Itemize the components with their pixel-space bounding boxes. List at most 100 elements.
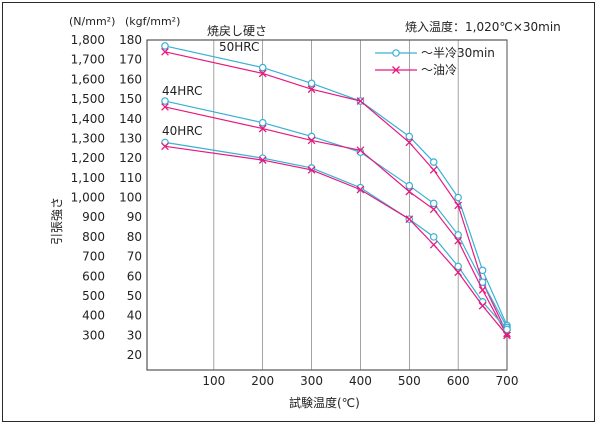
y-axis-label-left: 引張強さ: [50, 197, 64, 245]
y-tick-label-n: 600: [82, 269, 105, 283]
y-tick-label-n: 300: [82, 328, 105, 342]
x-tick-labels: 100 200 300 400 500 600 700: [202, 374, 518, 388]
chart-frame: 100 200 300 400 500 600 700 20 30 40 50 60 70 80 90 10…: [2, 2, 595, 422]
y-tick-label-kgf: 170: [119, 53, 142, 67]
data-point-cross: [258, 156, 267, 164]
y-tick-label-n: 1,400: [71, 112, 105, 126]
x-tick-label: 600: [447, 374, 470, 388]
y-tick-label-kgf: 100: [119, 191, 142, 205]
y-tick-label-n: 1,500: [71, 92, 105, 106]
y-tick-label-kgf: 150: [119, 92, 142, 106]
data-point-cross: [258, 69, 267, 78]
data-point-cross: [478, 301, 487, 310]
data-point-circle: [454, 193, 462, 202]
x-tick-label: 400: [349, 374, 372, 388]
y-tick-label-n: 1,300: [71, 131, 105, 145]
y-tick-label-kgf: 30: [127, 328, 142, 342]
legend-label-half-cooling: ～半冷30min: [421, 46, 495, 60]
y-tick-label-kgf: 130: [119, 131, 142, 145]
y-tick-labels-kgf: 20 30 40 50 60 70 80 90 100 110 120 130 140 150 160 170…: [119, 33, 142, 362]
data-point-cross: [503, 331, 511, 340]
y-tick-labels-n: 1,800 1,700 1,600 1,500 1,400 1,300 1,200 1,100…: [71, 33, 105, 342]
data-point-circle: [478, 266, 487, 275]
y-tick-label-kgf: 90: [127, 210, 142, 224]
hardness-label-50hrc: 50HRC: [219, 40, 259, 54]
y-tick-label-n: 1,000: [71, 191, 105, 205]
data-point-cross: [258, 124, 267, 133]
x-tick-label: 100: [202, 374, 225, 388]
y-tick-label-kgf: 110: [119, 171, 142, 185]
data-point-cross: [161, 103, 169, 111]
y-tick-label-n: 800: [82, 230, 105, 244]
y-tick-label-n: 900: [82, 210, 105, 224]
x-axis-label: 試験温度(℃): [289, 395, 360, 410]
data-point-cross: [356, 185, 365, 194]
y-tick-label-kgf: 40: [127, 309, 142, 323]
legend-cross-marker: [392, 66, 400, 74]
y-tick-label-n: 1,700: [71, 53, 105, 67]
data-point-cross: [405, 215, 414, 224]
y-tick-label-kgf: 120: [119, 151, 142, 165]
y-tick-label-n: 1,600: [71, 72, 105, 86]
data-point-circle: [258, 118, 267, 127]
y-tick-label-kgf: 140: [119, 112, 142, 126]
data-point-cross: [454, 268, 463, 277]
unit-label-left: (N/mm²): [69, 15, 115, 28]
data-point-circle: [478, 278, 487, 286]
condition-label: 焼入温度：1,020℃×30min: [405, 19, 561, 34]
unit-label-right: (kgf/mm²): [125, 15, 180, 28]
x-tick-label: 200: [251, 374, 274, 388]
series-layer: [161, 42, 511, 340]
x-tick-label: 300: [300, 374, 323, 388]
y-tick-label-kgf: 60: [127, 269, 142, 283]
legend-label-oil-cooling: ～油冷: [421, 63, 457, 77]
legend: ～半冷30min ～油冷: [375, 46, 495, 77]
legend-circle-marker: [392, 49, 400, 57]
data-point-circle: [454, 262, 462, 271]
data-point-circle: [454, 231, 462, 239]
data-point-cross: [405, 138, 414, 147]
data-point-circle: [405, 132, 414, 141]
panel-title: 焼戻し硬さ: [207, 24, 267, 38]
y-tick-label-kgf: 20: [127, 348, 142, 362]
plot-area: [146, 39, 508, 371]
data-point-circle: [429, 199, 438, 208]
data-point-cross: [405, 187, 414, 196]
data-point-circle: [503, 325, 511, 334]
data-point-cross: [161, 142, 169, 151]
y-tick-label-n: 400: [82, 309, 105, 323]
y-tick-label-kgf: 70: [127, 250, 142, 264]
y-tick-label-kgf: 180: [119, 33, 142, 47]
y-tick-label-n: 1,800: [71, 33, 105, 47]
data-point-cross: [307, 136, 316, 145]
data-point-circle: [258, 63, 267, 72]
y-tick-label-kgf: 80: [127, 230, 142, 244]
data-point-cross: [429, 166, 438, 174]
legend-item-half-cooling: ～半冷30min: [375, 46, 495, 60]
y-tick-label-kgf: 50: [127, 289, 142, 303]
y-tick-label-n: 1,200: [71, 151, 105, 165]
legend-item-oil-cooling: ～油冷: [375, 63, 457, 77]
data-point-cross: [454, 201, 463, 210]
data-point-cross: [356, 97, 365, 105]
y-tick-label-n: 500: [82, 289, 105, 303]
data-point-cross: [307, 85, 316, 94]
y-tick-label-n: 700: [82, 250, 105, 264]
x-tick-label: 700: [496, 374, 519, 388]
data-point-circle: [307, 79, 316, 88]
data-point-cross: [429, 240, 438, 249]
data-point-circle: [161, 97, 169, 105]
data-point-cross: [161, 47, 169, 56]
data-point-cross: [454, 236, 463, 245]
data-point-circle: [429, 158, 438, 166]
hardness-label-44hrc: 44HRC: [162, 84, 202, 98]
data-point-circle: [405, 181, 414, 190]
hardness-label-40hrc: 40HRC: [162, 124, 202, 138]
data-point-cross: [478, 286, 487, 294]
data-point-cross: [356, 146, 365, 155]
data-point-circle: [429, 233, 438, 241]
data-point-cross: [429, 205, 438, 214]
y-tick-label-kgf: 160: [119, 72, 142, 86]
data-point-circle: [161, 42, 169, 50]
data-point-cross: [307, 166, 316, 174]
